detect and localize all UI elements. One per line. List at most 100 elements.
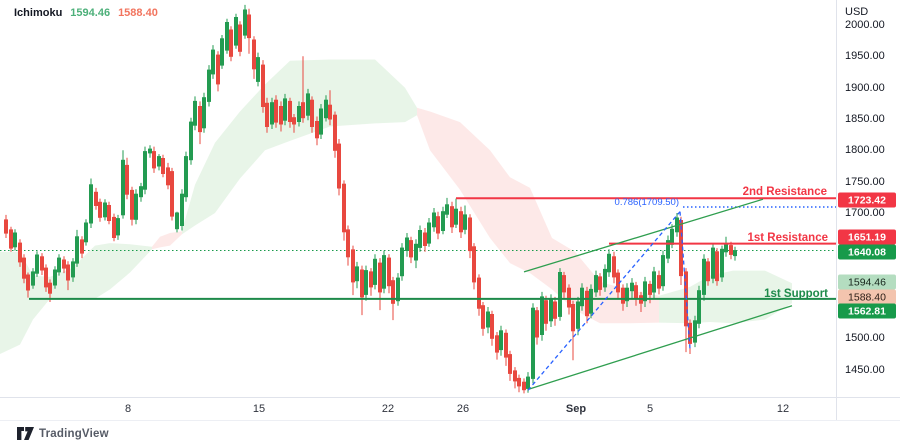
candle-up <box>445 204 449 215</box>
candle-up <box>607 253 611 273</box>
candle-up <box>184 156 188 198</box>
candle-down <box>567 287 571 308</box>
candle-down <box>130 189 134 220</box>
candle-down <box>387 257 391 287</box>
candle-up <box>576 301 580 329</box>
candle-up <box>103 202 107 218</box>
candle-up <box>53 269 57 286</box>
candle-down <box>216 54 220 85</box>
candle-down <box>161 158 165 174</box>
time-tick-5: 5 <box>646 403 654 415</box>
candle-down <box>279 106 283 125</box>
candle-up <box>540 296 544 335</box>
candle-up <box>75 236 79 264</box>
second-resistance-label[interactable]: 2nd Resistance <box>743 186 827 198</box>
candle-down <box>98 201 102 218</box>
first-support-label[interactable]: 1st Support <box>764 288 828 300</box>
candle-up <box>175 212 179 230</box>
candle-up <box>670 228 674 245</box>
candle-up <box>630 282 634 292</box>
candle-up <box>225 22 229 51</box>
candle-up <box>139 186 143 198</box>
price-tick-1750.00: 1750.00 <box>845 175 885 188</box>
candle-up <box>526 376 530 389</box>
candle-down <box>459 211 463 233</box>
price-tick-1800.00: 1800.00 <box>845 144 885 157</box>
time-tick-15: 15 <box>252 403 266 415</box>
ichimoku-cloud-red <box>417 107 659 324</box>
candle-up <box>84 222 88 243</box>
candle-up <box>207 69 211 102</box>
candle-up <box>432 212 436 228</box>
candle-up <box>355 266 359 282</box>
candle-down <box>247 14 251 39</box>
candle-up <box>720 248 724 278</box>
candle-down <box>468 217 472 252</box>
candle-up <box>531 307 535 379</box>
candle-down <box>562 275 566 293</box>
candle-down <box>328 104 332 120</box>
candle-down <box>44 267 48 288</box>
indicator-legend[interactable]: Ichimoku 1594.46 1588.40 <box>14 7 158 19</box>
candle-up <box>220 38 224 66</box>
candle-down <box>517 377 521 387</box>
chart-canvas[interactable]: 2nd Resistance 1st Resistance 1st Support 0… <box>0 0 836 398</box>
tradingview-logo[interactable]: TradingView <box>17 427 109 440</box>
candle-up <box>57 257 61 273</box>
fib-diagonal-down[interactable] <box>679 211 691 350</box>
candle-down <box>66 264 70 281</box>
time-axis-separator <box>0 397 900 398</box>
time-tick-8: 8 <box>124 403 132 415</box>
candle-down <box>48 282 52 294</box>
candle-down <box>274 99 278 123</box>
candle-down <box>369 271 373 288</box>
candle-down <box>238 24 242 52</box>
candle-down <box>450 206 454 228</box>
candle-up <box>666 240 670 259</box>
price-tick-1850.00: 1850.00 <box>845 112 885 125</box>
candle-up <box>396 277 400 302</box>
candle-down <box>612 256 616 278</box>
candle-down <box>62 259 66 269</box>
first-resistance-label[interactable]: 1st Resistance <box>747 232 828 244</box>
candle-up <box>454 208 458 225</box>
candle-down <box>481 305 485 329</box>
candle-up <box>405 237 409 251</box>
price-tick-2000.00: 2000.00 <box>845 19 885 31</box>
candle-down <box>40 256 44 271</box>
time-tick-22: 22 <box>381 403 395 415</box>
candle-up <box>189 121 193 161</box>
candle-up <box>486 311 490 328</box>
candle-down <box>598 276 602 290</box>
candle-down <box>288 100 292 123</box>
candle-down <box>504 332 508 358</box>
channel-upper[interactable] <box>523 198 764 273</box>
tradingview-logo-text: TradingView <box>39 427 109 440</box>
channel-lower[interactable] <box>528 305 793 390</box>
candle-up <box>697 290 701 324</box>
candle-down <box>648 283 652 295</box>
candle-up <box>558 272 562 317</box>
price-badge-1640.08: 1640.08 <box>838 244 896 260</box>
candle-down <box>436 216 440 234</box>
candle-up <box>157 156 161 167</box>
candle-down <box>229 29 233 57</box>
candle-down <box>477 277 481 309</box>
candle-down <box>125 164 129 195</box>
fib-0786-label[interactable]: 0.786(1709.50) <box>615 197 679 208</box>
candle-up <box>580 287 584 307</box>
ichimoku-cloud-green <box>659 270 792 324</box>
candle-down <box>315 121 319 139</box>
candle-down <box>80 239 84 254</box>
candle-up <box>256 57 260 82</box>
candle-down <box>472 246 476 283</box>
candle-up <box>121 159 125 216</box>
candle-down <box>265 102 269 128</box>
candle-down <box>508 354 512 374</box>
candle-down <box>170 171 174 217</box>
candle-up <box>652 271 656 293</box>
candle-up <box>400 247 404 277</box>
candle-up <box>702 258 706 295</box>
candle-down <box>715 251 719 282</box>
candle-down <box>544 300 548 324</box>
